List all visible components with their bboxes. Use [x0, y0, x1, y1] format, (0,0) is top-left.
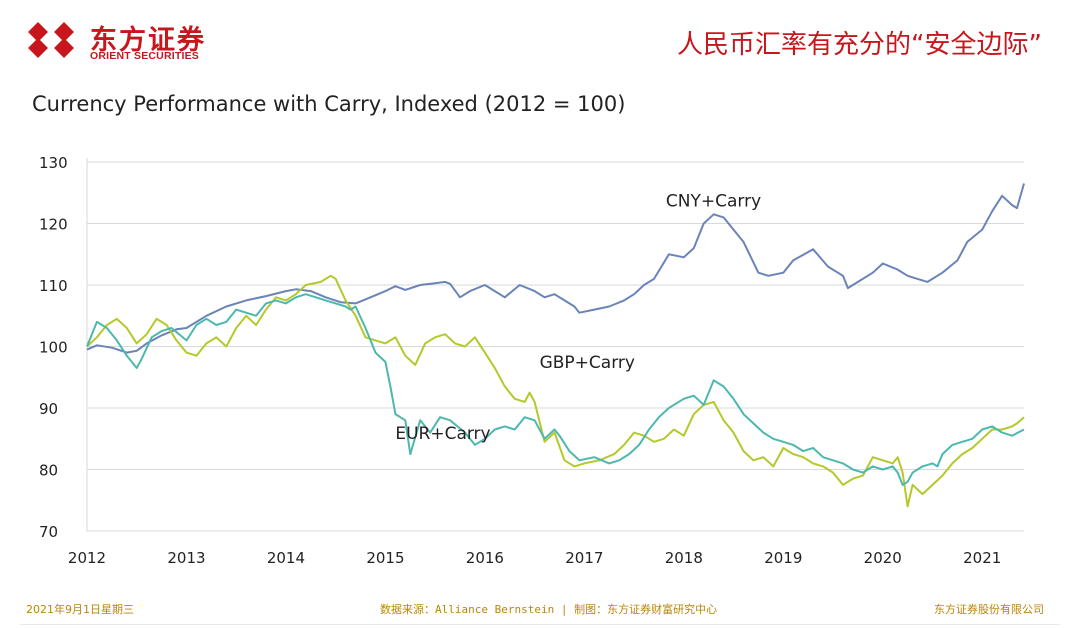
y-tick-label: 70: [39, 523, 58, 541]
logo-mark-icon: [28, 22, 74, 58]
y-tick-label: 120: [39, 216, 68, 234]
x-tick-label: 2017: [565, 549, 603, 567]
x-tick-label: 2015: [366, 549, 404, 567]
y-tick-label: 100: [39, 339, 68, 357]
x-tick-label: 2012: [68, 549, 106, 567]
footer-company: 东方证券股份有限公司: [934, 603, 1044, 616]
y-tick-label: 80: [39, 462, 58, 480]
x-tick-label: 2018: [665, 549, 703, 567]
y-tick-label: 130: [39, 154, 68, 172]
logo-english-name: ORIENT SECURITIES: [90, 50, 199, 62]
footer-date: 2021年9月1日星期三: [26, 603, 134, 616]
x-tick-label: 2014: [267, 549, 305, 567]
x-tick-label: 2021: [963, 549, 1001, 567]
y-tick-label: 90: [39, 400, 58, 418]
series-label: GBP+Carry: [540, 353, 635, 373]
series-line-eur-carry: [86, 293, 1025, 486]
footer-divider: [20, 624, 1060, 625]
logo-chinese-name: 东方证券: [90, 25, 206, 56]
chart-title: Currency Performance with Carry, Indexed…: [32, 92, 626, 116]
x-tick-label: 2016: [466, 549, 504, 567]
series-label: CNY+Carry: [666, 191, 761, 211]
x-tick-label: 2019: [764, 549, 802, 567]
company-logo: 东方证券 ORIENT SECURITIES: [24, 18, 234, 62]
slide-title: 人民币汇率有充分的“安全边际”: [677, 30, 1042, 60]
x-tick-label: 2013: [167, 549, 205, 567]
series-label: EUR+Carry: [395, 424, 490, 444]
series-line-gbp-carry: [86, 274, 1025, 508]
x-tick-label: 2020: [864, 549, 902, 567]
y-tick-label: 110: [39, 277, 68, 295]
footer-source: 数据来源：Alliance Bernstein | 制图：东方证券财富研究中心: [380, 603, 718, 616]
series-line-cny-carry: [86, 183, 1025, 354]
